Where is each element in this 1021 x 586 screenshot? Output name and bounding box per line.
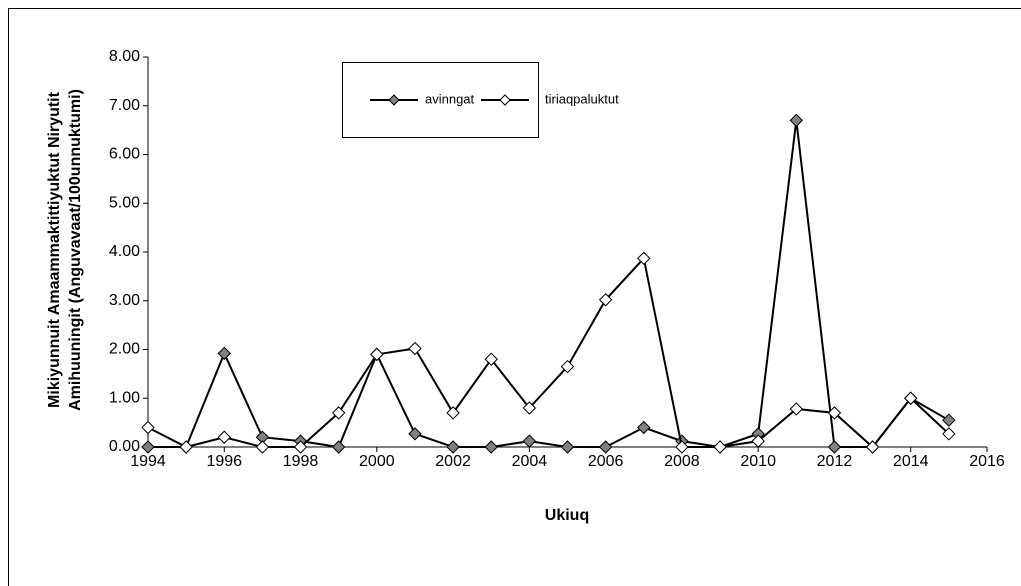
- marker: [598, 440, 613, 454]
- marker: [408, 427, 422, 441]
- x-tick-label: 2000: [359, 453, 395, 470]
- y-tick-label: 2.00: [109, 341, 140, 358]
- marker: [827, 440, 842, 454]
- y-axis-label: Mikiyunnuit Amaammaktittiyuktut Niryutit: [46, 91, 63, 408]
- y-tick-label: 6.00: [109, 146, 140, 163]
- marker: [293, 440, 308, 454]
- marker: [675, 440, 689, 454]
- legend-label: tiriaqpaluktut: [545, 91, 619, 106]
- marker: [637, 251, 651, 266]
- y-axis-label: Amihuuningit (Anguvavaat/100unnuktumi): [67, 89, 84, 411]
- marker: [713, 440, 727, 454]
- y-tick-label: 1.00: [109, 389, 140, 406]
- marker: [217, 430, 231, 444]
- x-tick-label: 2012: [817, 453, 853, 470]
- x-tick-label: 1994: [130, 453, 166, 470]
- x-tick-label: 2006: [588, 453, 624, 470]
- x-tick-label: 2008: [664, 453, 700, 470]
- marker: [408, 341, 422, 356]
- legend-marker: [388, 94, 400, 106]
- marker: [217, 346, 231, 361]
- series-line: [148, 120, 950, 449]
- marker: [255, 440, 270, 454]
- marker: [522, 401, 537, 415]
- marker: [446, 406, 460, 420]
- marker: [331, 406, 346, 420]
- marker: [751, 434, 765, 448]
- marker: [484, 352, 498, 366]
- marker: [560, 359, 575, 374]
- marker: [141, 420, 155, 435]
- marker: [560, 440, 575, 454]
- marker: [446, 440, 460, 454]
- legend-marker: [499, 94, 511, 106]
- marker: [637, 420, 651, 435]
- marker: [789, 113, 804, 128]
- marker: [370, 347, 384, 362]
- x-tick-label: 1996: [206, 453, 242, 470]
- y-tick-label: 4.00: [109, 243, 140, 260]
- x-tick-label: 2016: [969, 453, 1005, 470]
- marker: [179, 440, 193, 454]
- y-tick-label: 8.00: [109, 48, 140, 65]
- x-tick-label: 2010: [740, 453, 776, 470]
- marker: [598, 293, 613, 307]
- chart-frame: [8, 8, 1021, 586]
- y-tick-label: 0.00: [109, 438, 140, 455]
- y-tick-label: 7.00: [109, 97, 140, 114]
- marker: [827, 406, 842, 420]
- marker: [141, 440, 155, 454]
- marker: [331, 440, 346, 454]
- x-tick-label: 1998: [283, 453, 319, 470]
- legend-label: avinngat: [425, 91, 475, 106]
- x-tick-label: 2002: [435, 453, 471, 470]
- marker: [484, 440, 498, 454]
- x-tick-label: 2004: [512, 453, 548, 470]
- x-axis-label: Ukiuq: [545, 507, 589, 524]
- y-tick-label: 5.00: [109, 194, 140, 211]
- series-line: [147, 256, 950, 449]
- y-tick-label: 3.00: [109, 292, 140, 309]
- marker: [789, 402, 804, 416]
- marker: [522, 434, 537, 448]
- marker: [865, 440, 880, 454]
- x-tick-label: 2014: [893, 453, 929, 470]
- marker: [942, 427, 956, 441]
- marker: [942, 413, 956, 427]
- marker: [904, 391, 918, 405]
